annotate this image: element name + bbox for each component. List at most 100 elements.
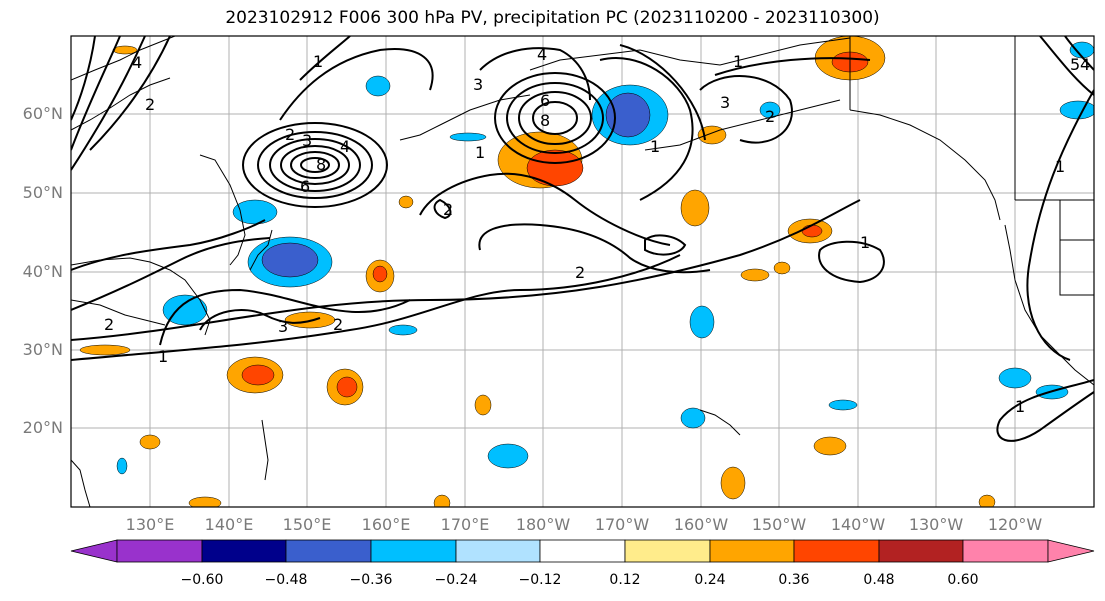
lat-label: 30°N (22, 340, 63, 359)
colorbar-segment (624, 539, 711, 563)
colorbar-tick-label: −0.12 (518, 572, 562, 588)
colorbar-segment (709, 539, 795, 563)
colorbar-segment (370, 539, 457, 563)
positive-anomaly-patch (801, 224, 823, 238)
colorbar-segment (455, 539, 541, 563)
colorbar-segment (962, 539, 1049, 563)
pv-contour-label: 8 (316, 155, 326, 174)
colorbar-extend-low (70, 539, 118, 563)
positive-anomaly-patch (188, 496, 222, 507)
lon-label: 130°E (125, 515, 175, 534)
pv-contours (71, 36, 1094, 442)
lon-label: 170°W (594, 515, 650, 534)
positive-anomaly-patch (79, 344, 131, 356)
pv-contour-label: 3 (473, 75, 483, 94)
lon-label: 180°W (515, 515, 571, 534)
pv-contour-label: 1 (733, 52, 743, 71)
colorbar-tick-label: −0.36 (349, 572, 393, 588)
pv-contour-label: 3 (278, 317, 288, 336)
coastlines (71, 36, 1094, 507)
colorbar (70, 539, 1095, 563)
negative-anomaly-patch (116, 457, 128, 475)
lat-label: 60°N (22, 104, 63, 123)
colorbar-segment (793, 539, 880, 563)
colorbar-tick-label: 0.24 (694, 572, 726, 588)
negative-anomaly-patch (449, 132, 487, 142)
lon-label: 140°W (830, 515, 886, 534)
negative-anomaly-patch (487, 443, 529, 469)
lon-label: 160°W (673, 515, 729, 534)
map-title: 2023102912 F006 300 hPa PV, precipitatio… (225, 8, 880, 28)
negative-anomaly-patch (162, 294, 208, 326)
pv-contour-label: 2 (145, 95, 155, 114)
colorbar-tick-label: 0.12 (609, 572, 641, 588)
colorbar-extend-high (1047, 539, 1095, 563)
negative-anomaly-patch (828, 399, 858, 411)
positive-anomaly-patch (139, 434, 161, 450)
negative-anomaly-patch (605, 92, 651, 138)
positive-anomaly-patch (813, 436, 847, 456)
lon-label: 150°E (282, 515, 332, 534)
lat-label: 40°N (22, 262, 63, 281)
lat-label: 20°N (22, 418, 63, 437)
positive-anomaly-patch (474, 394, 492, 416)
colorbar-tick-label: −0.60 (180, 572, 224, 588)
positive-anomaly-patch (241, 364, 275, 386)
colorbar-segment (878, 539, 964, 563)
positive-anomaly-patch (740, 268, 770, 282)
negative-anomaly-patch (388, 324, 418, 336)
lat-label: 50°N (22, 183, 63, 202)
negative-anomaly-patch (365, 75, 391, 97)
pv-contour-label: 1 (158, 347, 168, 366)
colorbar-tick-label: 0.48 (863, 572, 895, 588)
pv-contour-label: 1 (313, 52, 323, 71)
negative-anomaly-patch (1059, 100, 1094, 120)
negative-anomaly-patch (998, 367, 1032, 389)
positive-anomaly-patch (433, 494, 451, 507)
positive-anomaly-patch (773, 261, 791, 275)
pv-contour-label: 4 (537, 45, 547, 64)
lon-label: 170°E (440, 515, 490, 534)
colorbar-tick-label: −0.24 (434, 572, 478, 588)
pv-contour-label: 2 (285, 125, 295, 144)
pv-contour-label: 2 (765, 107, 775, 126)
colorbar-segment (539, 539, 626, 563)
pv-contour-label: 6 (300, 177, 310, 196)
lon-label: 140°E (204, 515, 254, 534)
colorbar-tick-label: −0.48 (264, 572, 308, 588)
map-frame (70, 35, 1095, 508)
pv-contour-label: 1 (650, 137, 660, 156)
lon-label: 120°W (987, 515, 1043, 534)
negative-anomaly-patch (261, 242, 319, 278)
lon-label: 160°E (361, 515, 411, 534)
positive-anomaly-patch (720, 466, 746, 500)
pv-contour-label: 6 (540, 91, 550, 110)
lon-label: 130°W (908, 515, 964, 534)
positive-anomaly-patch (398, 195, 414, 209)
pv-contour-label: 2 (333, 315, 343, 334)
pv-contour-label: 2 (575, 263, 585, 282)
lon-label: 150°W (751, 515, 807, 534)
pv-contour-label: 3 (302, 131, 312, 150)
pv-contour-label: 8 (540, 111, 550, 130)
positive-anomaly-patch (680, 189, 710, 227)
colorbar-tick-label: 0.36 (778, 572, 810, 588)
pv-contour-label: 1 (1015, 397, 1025, 416)
positive-anomaly-patch (336, 376, 358, 398)
pv-contour-label: 5 (1070, 55, 1080, 74)
colorbar-tick-label: 0.60 (947, 572, 979, 588)
pv-contour-label: 1 (1055, 157, 1065, 176)
pv-contour-label: 1 (860, 233, 870, 252)
pv-contour-label: 4 (132, 53, 142, 72)
colorbar-segment (201, 539, 287, 563)
pv-contour-labels: 2 3 4 8 6 4 6 8 3 1 2 2 1 2 2 3 1 1 3 2 … (104, 45, 1090, 416)
positive-anomaly-patch (526, 149, 584, 187)
pv-contour-label: 4 (1080, 55, 1090, 74)
pv-contour-label: 3 (720, 93, 730, 112)
pv-contour-label: 4 (340, 137, 350, 156)
negative-anomaly-patch (680, 407, 706, 429)
positive-anomaly-patch (372, 265, 388, 283)
positive-anomaly-patch (978, 494, 996, 507)
negative-anomaly-patch (689, 305, 715, 339)
